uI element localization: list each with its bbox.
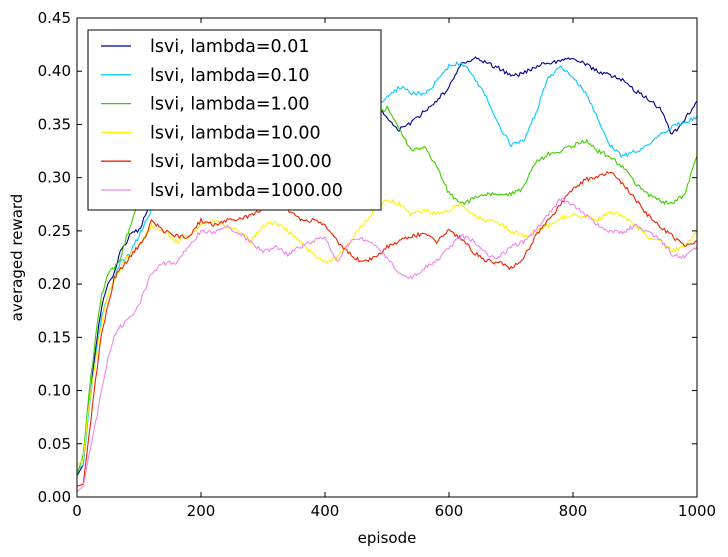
legend-label: lsvi, lambda=1000.00 xyxy=(150,181,343,201)
x-axis-title: episode xyxy=(358,529,417,547)
y-tick-label: 0.15 xyxy=(38,328,71,346)
y-tick-label: 0.45 xyxy=(38,9,71,27)
legend-label: lsvi, lambda=0.01 xyxy=(150,37,310,57)
x-tick-label: 400 xyxy=(311,502,340,520)
plot-frame xyxy=(76,17,698,498)
y-tick-label: 0.30 xyxy=(38,169,71,187)
y-tick-label: 0.05 xyxy=(38,435,71,453)
series-line-5 xyxy=(77,197,697,493)
series-line-4 xyxy=(77,171,697,487)
legend-label: lsvi, lambda=1.00 xyxy=(150,95,310,115)
legend-label: lsvi, lambda=0.10 xyxy=(150,66,310,86)
legend-box xyxy=(87,29,382,211)
x-tick-label: 800 xyxy=(559,502,588,520)
legend-label: lsvi, lambda=10.00 xyxy=(150,123,321,143)
y-tick-label: 0.40 xyxy=(38,62,71,80)
y-tick-label: 0.00 xyxy=(38,488,71,506)
series-line-3 xyxy=(77,198,697,466)
x-tick-label: 0 xyxy=(72,502,82,520)
legend: lsvi, lambda=0.01 lsvi, lambda=0.10 lsvi, … xyxy=(87,29,382,211)
y-tick-label: 0.25 xyxy=(38,222,71,240)
x-tick-label: 200 xyxy=(187,502,216,520)
y-tick-label: 0.20 xyxy=(38,275,71,293)
y-tick-label: 0.35 xyxy=(38,115,71,133)
legend-label: lsvi, lambda=100.00 xyxy=(150,152,332,172)
y-axis-title: averaged reward xyxy=(8,194,26,322)
x-tick-label: 600 xyxy=(435,502,464,520)
y-tick-label: 0.10 xyxy=(38,382,71,400)
ticks-layer: 0 200 400 600 800 1000 0.00 0.05 0.10 0.15 0.20 0.2… xyxy=(38,9,717,520)
x-tick-label: 1000 xyxy=(678,502,716,520)
